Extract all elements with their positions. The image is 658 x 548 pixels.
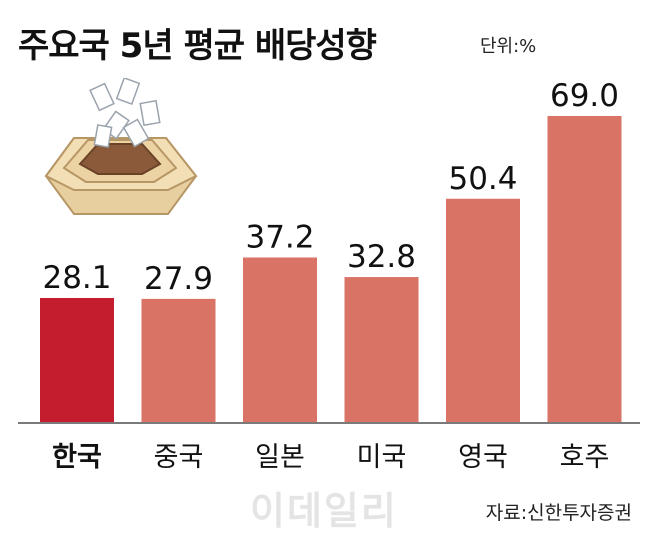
- bar-1: [141, 298, 216, 423]
- category-label-1: 중국: [154, 442, 204, 473]
- value-label-3: 32.8: [347, 239, 416, 275]
- category-label-4: 영국: [458, 442, 508, 473]
- value-label-2: 37.2: [245, 219, 314, 255]
- watermark: 이데일리: [250, 489, 398, 533]
- category-label-0: 한국: [52, 442, 102, 473]
- bar-4: [446, 198, 520, 423]
- category-label-2: 일본: [255, 442, 305, 473]
- money-pot-illustration: [44, 78, 198, 215]
- category-label-5: 호주: [560, 442, 610, 473]
- unit-label: 단위:%: [480, 36, 537, 57]
- category-label-3: 미국: [357, 442, 407, 473]
- bar-5: [547, 116, 622, 423]
- source-label: 자료:신한투자증권: [485, 502, 632, 524]
- value-label-0: 28.1: [42, 260, 111, 296]
- value-label-4: 50.4: [448, 161, 517, 197]
- bar-3: [344, 277, 419, 423]
- bar-2: [243, 257, 317, 423]
- bar-0: [40, 297, 114, 423]
- value-label-5: 69.0: [550, 78, 619, 114]
- value-label-1: 27.9: [144, 261, 213, 297]
- chart-title: 주요국 5년 평균 배당성향: [18, 26, 377, 66]
